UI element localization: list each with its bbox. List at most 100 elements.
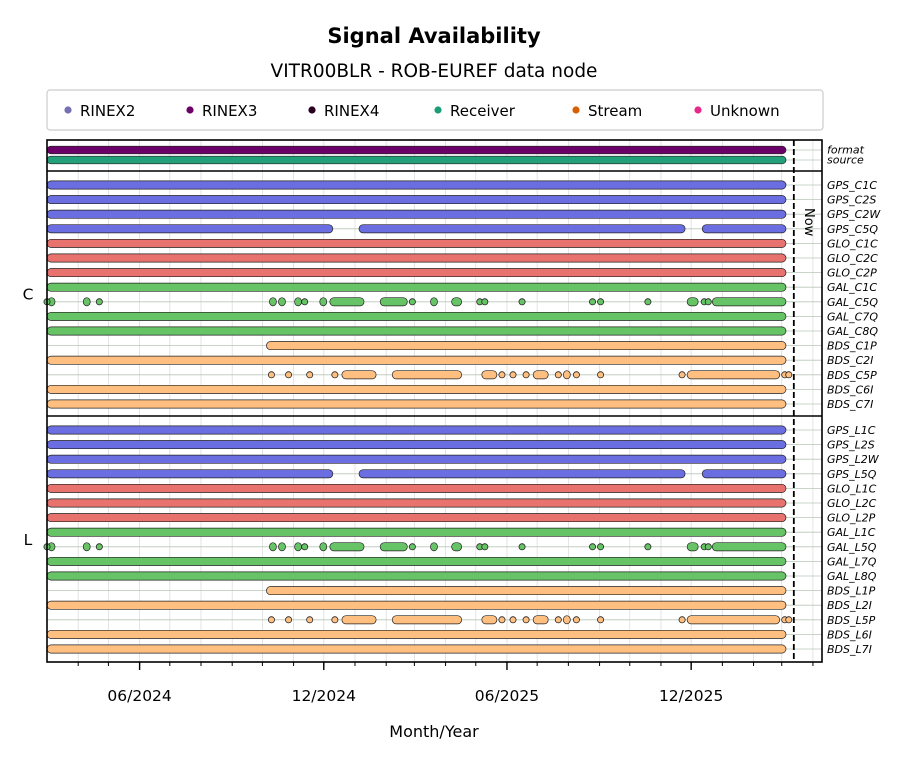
bar-segment-gps_c5q (358, 224, 686, 234)
bar-segment-bds_l5p (562, 615, 571, 625)
bar-segment-glo_l2p (46, 513, 787, 523)
point-bds_l5p (498, 616, 506, 624)
point-bds_c5p (522, 371, 530, 379)
bar-segment-gps_c5q (46, 224, 334, 234)
point-bds_l5p (285, 616, 293, 624)
bar-segment-gal_l5q (269, 542, 277, 552)
bar-source (46, 155, 787, 165)
bar-segment-gal_c5q (430, 297, 438, 307)
point-gal_l5q (481, 543, 489, 551)
bar-segment-gps_l2w (46, 454, 787, 464)
row-label-gal_l5q: GAL_L5Q (827, 541, 877, 554)
bar-segment-gps_c1c (46, 180, 787, 190)
legend-marker-rinex4 (308, 106, 316, 114)
bar-segment-gps_c5q (701, 224, 787, 234)
point-gal_c5q (704, 298, 712, 306)
row-label-gal_c7q: GAL_C7Q (827, 310, 878, 323)
row-label-bds_c6i: BDS_C6I (827, 383, 873, 396)
point-gal_l5q (301, 543, 309, 551)
point-bds_c5p (785, 371, 793, 379)
bar-segment-bds_c6i (46, 384, 787, 394)
row-label-gal_l7q: GAL_L7Q (827, 555, 877, 568)
bar-segment-gal_l5q (686, 542, 699, 552)
bar-segment-bds_l5p (391, 615, 463, 625)
point-bds_c5p (554, 371, 562, 379)
point-bds_c5p (331, 371, 339, 379)
point-gal_c5q (518, 298, 526, 306)
bar-segment-gps_l1c (46, 425, 787, 435)
row-label-gps_l1c: GPS_L1C (827, 424, 876, 437)
bar-segment-bds_l5p (686, 615, 781, 625)
bar-segment-gps_c2s (46, 195, 787, 205)
legend-label-unknown: Unknown (710, 102, 780, 120)
bar-segment-gal_c5q (319, 297, 328, 307)
bar-segment-gps_l5q (358, 469, 686, 479)
bar-segment-gal_l5q (278, 542, 286, 552)
bar-segment-bds_c5p (532, 370, 549, 380)
legend-label-rinex4: RINEX4 (324, 102, 379, 120)
row-label-gal_l8q: GAL_L8Q (827, 570, 877, 583)
row-label-bds_l5p: BDS_L5P (827, 614, 876, 627)
bar-segment-gal_c5q (711, 297, 787, 307)
row-label-bds_c7i: BDS_C7I (827, 398, 873, 411)
bar-segment-gal_c5q (278, 297, 286, 307)
bar-segment-bds_c5p (562, 370, 571, 380)
axes-frame (46, 139, 823, 663)
point-bds_l5p (522, 616, 530, 624)
point-bds_c5p (572, 371, 580, 379)
bar-segment-gal_c8q (46, 326, 787, 336)
bar-segment-bds_l5p (532, 615, 549, 625)
row-label-gal_c5q: GAL_C5Q (827, 296, 878, 309)
bar-segment-gal_c5q (329, 297, 365, 307)
point-bds_c5p (678, 371, 686, 379)
row-label-glo_c1c: GLO_C1C (827, 237, 878, 250)
x-tick-label: 12/2025 (659, 687, 723, 705)
point-bds_l5p (331, 616, 339, 624)
bar-segment-glo_l1c (46, 483, 787, 493)
chart-subtitle: VITR00BLR - ROB-EUREF data node (271, 61, 598, 82)
bar-segment-gal_c5q (379, 297, 408, 307)
legend-marker-rinex2 (64, 106, 72, 114)
bar-segment-gps_l5q (701, 469, 787, 479)
bar-segment-bds_l7i (46, 644, 787, 654)
row-label-bds_l7i: BDS_L7I (827, 643, 872, 656)
legend-marker-receiver (434, 106, 442, 114)
bar-segment-glo_c2p (46, 268, 787, 278)
legend-label-stream: Stream (588, 102, 642, 120)
legend: RINEX2 RINEX3 RINEX4 Receiver Stream Unknown (46, 89, 824, 131)
bar-segment-bds_l5p (341, 615, 377, 625)
bar-segment-bds_c5p (686, 370, 781, 380)
point-gal_c5q (301, 298, 309, 306)
point-gal_l5q (408, 543, 416, 551)
point-bds_l5p (509, 616, 517, 624)
bar-segment-bds_l2i (46, 600, 787, 610)
row-label-gps_l5q: GPS_L5Q (827, 468, 877, 481)
x-tick-label: 12/2024 (292, 687, 356, 705)
row-label-glo_l2c: GLO_L2C (827, 497, 877, 510)
bar-segment-gal_c5q (82, 297, 91, 307)
row-label-source: source (827, 154, 864, 167)
point-gal_l5q (704, 543, 712, 551)
bar-segment-glo_l2c (46, 498, 787, 508)
row-label-gps_c2s: GPS_C2S (827, 194, 876, 207)
point-gal_c5q (408, 298, 416, 306)
x-tick-label: 06/2024 (107, 687, 171, 705)
bar-segment-gps_l2s (46, 440, 787, 450)
bar-segment-gal_l5q (451, 542, 463, 552)
point-bds_l5p (554, 616, 562, 624)
row-label-gal_l1c: GAL_L1C (827, 526, 876, 539)
bar-segment-gps_c2w (46, 209, 787, 219)
point-gal_l5q (597, 543, 605, 551)
point-gal_c5q (589, 298, 597, 306)
bar-segment-gal_l7q (46, 556, 787, 566)
row-label-gal_c1c: GAL_C1C (827, 281, 877, 294)
bar-segment-gps_l5q (46, 469, 334, 479)
chart-title: Signal Availability (327, 24, 541, 48)
point-bds_l5p (597, 616, 605, 624)
row-label-glo_l1c: GLO_L1C (827, 482, 877, 495)
bar-segment-bds_c2i (46, 355, 787, 365)
bar-segment-gal_l5q (711, 542, 787, 552)
row-label-bds_c1p: BDS_C1P (827, 340, 877, 353)
